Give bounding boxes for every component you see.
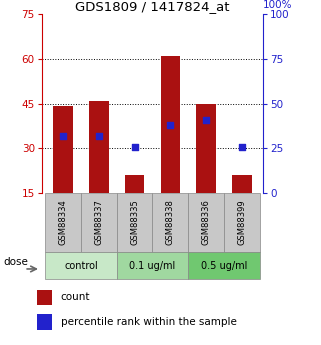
FancyBboxPatch shape — [45, 252, 117, 279]
Title: GDS1809 / 1417824_at: GDS1809 / 1417824_at — [75, 0, 230, 13]
Bar — [160, 56, 180, 193]
Text: 100%: 100% — [263, 0, 293, 10]
Point — [132, 144, 137, 149]
Text: GSM88337: GSM88337 — [94, 200, 103, 245]
FancyBboxPatch shape — [224, 193, 260, 252]
FancyBboxPatch shape — [45, 193, 81, 252]
Bar — [37, 289, 52, 305]
Point — [61, 133, 66, 139]
FancyBboxPatch shape — [188, 252, 260, 279]
Bar — [232, 175, 252, 193]
Bar — [37, 314, 52, 330]
Bar — [196, 104, 216, 193]
FancyBboxPatch shape — [117, 252, 188, 279]
Bar — [125, 175, 144, 193]
Text: GSM88399: GSM88399 — [237, 200, 246, 245]
FancyBboxPatch shape — [117, 193, 152, 252]
Bar — [89, 100, 109, 193]
Text: GSM88335: GSM88335 — [130, 200, 139, 245]
Text: percentile rank within the sample: percentile rank within the sample — [61, 317, 237, 327]
Point — [204, 117, 209, 122]
Point — [96, 133, 101, 139]
Text: GSM88334: GSM88334 — [59, 200, 68, 245]
Text: 0.1 ug/ml: 0.1 ug/ml — [129, 261, 176, 270]
Text: dose: dose — [3, 257, 28, 267]
Text: control: control — [64, 261, 98, 270]
FancyBboxPatch shape — [152, 193, 188, 252]
Point — [239, 144, 244, 149]
Point — [168, 122, 173, 128]
FancyBboxPatch shape — [188, 193, 224, 252]
Text: GSM88338: GSM88338 — [166, 200, 175, 245]
FancyBboxPatch shape — [81, 193, 117, 252]
Bar — [53, 107, 73, 193]
Text: count: count — [61, 292, 90, 302]
Text: GSM88336: GSM88336 — [202, 200, 211, 245]
Text: 0.5 ug/ml: 0.5 ug/ml — [201, 261, 247, 270]
